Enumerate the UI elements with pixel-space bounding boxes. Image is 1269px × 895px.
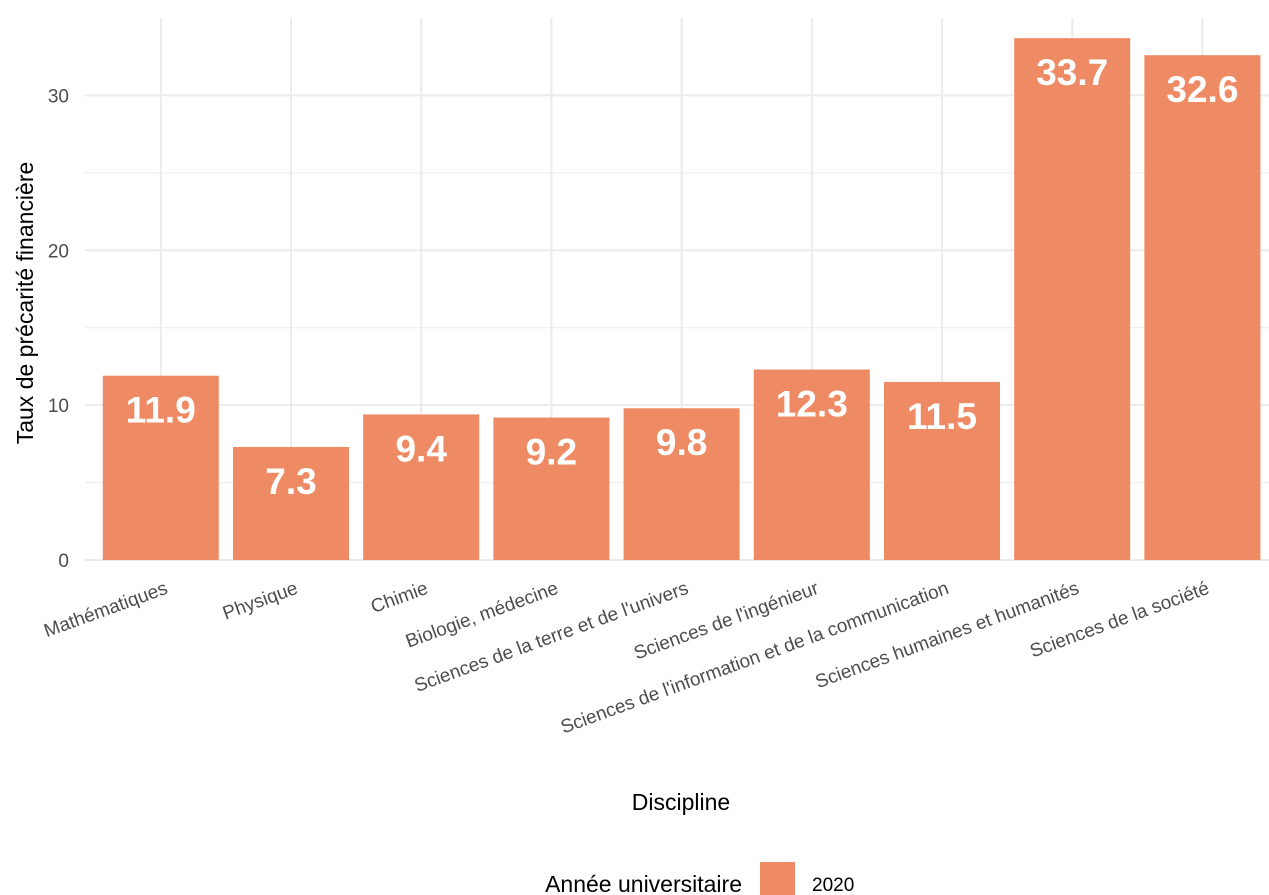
y-tick-label: 30 [48, 86, 69, 107]
bar [233, 446, 349, 560]
bar-value-label: 9.4 [395, 428, 447, 469]
bar-value-labels: 11.9 7.3 9.4 9.2 9.8 12.3 11.5 33.7 32.6 [126, 52, 1239, 502]
y-tick-label: 20 [48, 241, 69, 262]
legend: Année universitaire 2020 [545, 862, 854, 895]
bar [1144, 55, 1261, 561]
bar [884, 381, 1000, 560]
bar [1014, 38, 1131, 561]
bar-value-label: 7.3 [265, 461, 316, 502]
legend-title: Année universitaire [545, 871, 742, 895]
bar-value-label: 32.6 [1166, 69, 1238, 110]
bars [102, 38, 1261, 561]
bar-value-label: 11.5 [907, 396, 977, 437]
bar-value-label: 9.2 [526, 432, 577, 473]
bar [363, 414, 480, 560]
x-tick-label: Physique [220, 578, 301, 624]
y-axis-ticks: 0 10 20 30 [48, 86, 69, 572]
y-axis-title: Taux de précarité financière [12, 162, 38, 445]
legend-label-2020: 2020 [812, 875, 854, 895]
legend-swatch-2020 [760, 862, 795, 895]
bar [102, 375, 219, 560]
x-axis-title: Discipline [632, 789, 730, 815]
bar [623, 408, 740, 560]
x-tick-label: Chimie [368, 578, 431, 618]
bar-value-label: 33.7 [1036, 52, 1108, 93]
bar [493, 417, 610, 560]
bar-value-label: 12.3 [776, 384, 848, 425]
bar [753, 369, 870, 560]
bar-value-label: 11.9 [126, 390, 196, 431]
y-tick-label: 10 [48, 396, 69, 417]
y-tick-label: 0 [58, 551, 69, 572]
bar-value-label: 9.8 [656, 422, 707, 463]
x-tick-label: Mathématiques [41, 578, 170, 642]
